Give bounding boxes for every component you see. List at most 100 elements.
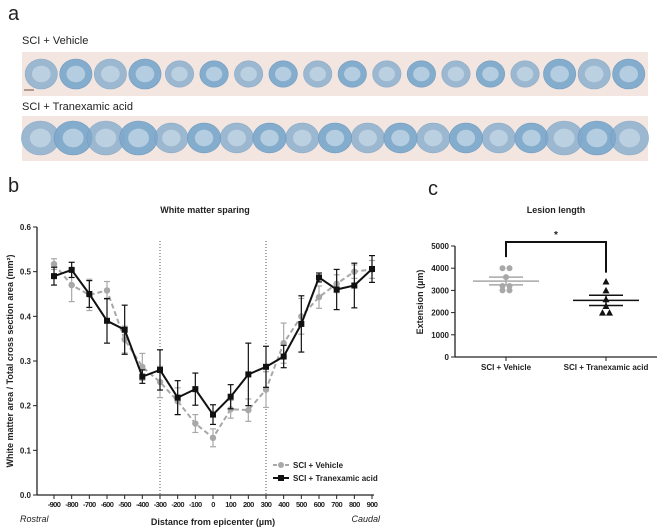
data-point [68, 266, 75, 273]
y-tick-label: 0.1 [20, 446, 32, 455]
data-point [192, 386, 199, 393]
x-tick-label: 600 [314, 500, 325, 509]
x-tick-label: 100 [225, 500, 236, 509]
data-point [245, 371, 252, 378]
grey-matter [194, 129, 214, 147]
x-tick-label: -100 [189, 500, 202, 509]
grey-matter [447, 66, 465, 82]
grey-matter [550, 65, 569, 83]
x-tick-label: -600 [101, 500, 114, 509]
vehicle-row-label: SCI + Vehicle [22, 35, 88, 47]
grey-matter [344, 66, 361, 82]
y-tick-label: 0.4 [20, 312, 32, 321]
y-tick-label: 0.0 [20, 491, 32, 500]
chart-b-title: White matter sparing [160, 205, 250, 215]
legend-txa-label: SCI + Tranexamic acid [293, 474, 378, 483]
grey-matter [325, 129, 345, 147]
chart-c-plot: 0 1000 2000 3000 4000 5000 [431, 241, 657, 362]
panel-b-label: b [8, 175, 19, 197]
data-point [192, 420, 199, 427]
data-point [602, 295, 610, 303]
grey-matter [31, 65, 51, 83]
y-tick-label: 5000 [431, 242, 449, 251]
grey-matter [586, 128, 608, 148]
grey-matter [424, 129, 443, 147]
data-point [139, 363, 146, 371]
grey-matter [413, 66, 430, 82]
y-tick-label: 3000 [431, 286, 449, 295]
grey-matter [62, 128, 84, 148]
grey-matter [29, 128, 51, 148]
grey-matter [274, 66, 292, 82]
grey-matter [66, 65, 86, 83]
grey-matter [584, 65, 604, 83]
grey-matter [162, 129, 181, 147]
data-point [506, 287, 513, 294]
y-tick-label: 1000 [431, 331, 449, 340]
grey-matter [553, 128, 575, 148]
chart-b-plot: 0.0 0.1 0.2 0.3 0.4 0.5 0.6 -900 -800 -700 -600 -50… [20, 223, 379, 509]
data-point [298, 320, 305, 327]
y-tick-label: 0.3 [20, 357, 32, 366]
x-tick-label: 800 [349, 500, 360, 509]
data-point [506, 265, 513, 272]
grey-matter [128, 128, 150, 148]
x-tick-label: 200 [243, 500, 254, 509]
data-point [227, 393, 234, 400]
y-tick-label: 0.5 [20, 268, 32, 277]
data-point [210, 411, 216, 418]
data-point [51, 273, 57, 280]
grey-matter [358, 129, 377, 147]
data-point [351, 282, 358, 289]
data-point [599, 309, 606, 316]
grey-matter [171, 66, 188, 82]
grey-matter [240, 66, 257, 82]
grey-matter [619, 65, 639, 83]
data-point [263, 363, 269, 370]
data-point [315, 293, 323, 301]
data-point [121, 326, 128, 333]
data-point [606, 309, 613, 316]
data-point [499, 265, 506, 272]
x-tick-label: 900 [367, 500, 378, 509]
chart-c-title: Lesion length [527, 205, 586, 215]
data-point [50, 260, 58, 268]
data-point [506, 282, 513, 289]
x-tick-label: -300 [154, 500, 167, 509]
data-point [174, 394, 181, 401]
caudal-note: Caudal [351, 514, 381, 524]
data-point [499, 287, 506, 294]
data-point [503, 274, 509, 281]
grey-matter [489, 129, 508, 147]
grey-matter [205, 66, 223, 82]
txa-row-label: SCI + Tranexamic acid [22, 101, 133, 113]
data-point [139, 373, 146, 380]
x-tick-label: -500 [118, 500, 131, 509]
legend-txa-marker [278, 475, 284, 481]
data-point [602, 302, 610, 309]
rostral-note: Rostral [20, 514, 50, 524]
data-point [245, 406, 252, 414]
chart-c-xtick-txa: SCI + Tranexamic acid [564, 363, 649, 372]
data-point [316, 274, 322, 281]
y-tick-label: 0 [445, 353, 450, 362]
grey-matter [522, 129, 541, 147]
y-tick-label: 0.6 [20, 223, 32, 232]
data-point [280, 353, 287, 360]
x-tick-label: -800 [65, 500, 78, 509]
x-tick-label: -400 [136, 500, 149, 509]
significance-bracket [505, 241, 607, 273]
y-tick-label: 0.2 [20, 402, 32, 411]
grey-matter [309, 66, 326, 82]
data-point [157, 366, 163, 373]
chart-b-legend: SCI + Vehicle SCI + Tranexamic acid [273, 461, 378, 483]
x-tick-label: 500 [296, 500, 307, 509]
grey-matter [101, 65, 120, 83]
grey-matter [227, 129, 246, 147]
data-point [209, 434, 217, 442]
data-point [262, 386, 270, 393]
tissue-sections [21, 58, 649, 156]
x-tick-label: -200 [171, 500, 184, 509]
legend-vehicle-marker [278, 462, 284, 468]
data-point [280, 339, 287, 347]
